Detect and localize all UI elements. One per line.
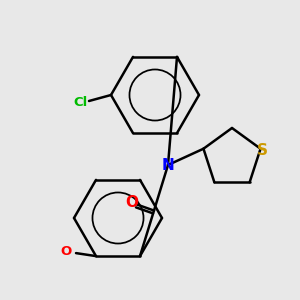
Text: S: S bbox=[257, 143, 268, 158]
Text: O: O bbox=[60, 244, 72, 258]
Text: N: N bbox=[162, 158, 174, 172]
Text: Cl: Cl bbox=[74, 97, 88, 110]
Text: O: O bbox=[125, 195, 139, 210]
